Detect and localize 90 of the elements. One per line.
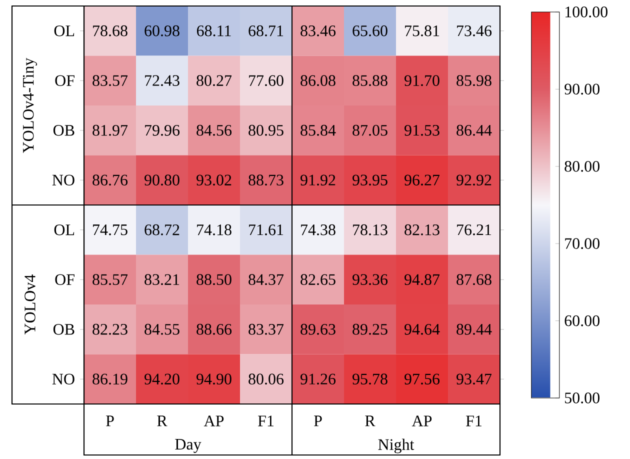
data-label: 85.57	[92, 274, 128, 286]
data-label: 93.47	[456, 374, 492, 385]
data-label: 83.46	[300, 25, 336, 36]
data-label: 79.96	[145, 124, 180, 136]
color-bar-label: 100.00	[565, 6, 608, 18]
x-tick-label: AP	[412, 416, 432, 426]
data-label: 76.21	[457, 224, 492, 236]
data-label: 94.20	[144, 374, 180, 385]
y-tick-label: NO	[52, 374, 74, 384]
data-label: 83.21	[144, 274, 180, 286]
data-label: 96.27	[404, 174, 440, 186]
data-label: 89.25	[352, 324, 388, 335]
data-label: 93.02	[196, 174, 232, 186]
data-label: 97.56	[404, 374, 440, 385]
color-bar-label: 70.00	[565, 238, 600, 250]
data-label: 88.73	[248, 174, 284, 186]
data-label: 65.60	[352, 25, 388, 36]
data-label: 84.56	[196, 124, 232, 136]
data-label: 77.60	[249, 75, 284, 86]
data-label: 83.37	[248, 324, 284, 335]
data-label: 84.55	[144, 324, 180, 335]
data-label: 74.18	[197, 224, 232, 236]
data-label: 82.13	[404, 224, 440, 236]
data-label: 86.44	[456, 124, 492, 136]
y-tick-label: OL	[54, 25, 74, 36]
data-label: 86.19	[92, 374, 128, 385]
x-tick-label: R	[365, 416, 376, 426]
text: Day	[175, 439, 202, 453]
data-label: 74.75	[93, 224, 128, 236]
color-bar-label: 50.00	[565, 392, 600, 404]
data-label: 73.46	[457, 25, 492, 36]
data-label: 80.95	[248, 124, 284, 136]
y-tick-label: NO	[52, 174, 74, 186]
data-label: 75.81	[405, 25, 440, 36]
data-label: 86.76	[92, 174, 128, 186]
data-label: 89.44	[456, 324, 492, 335]
data-label: 91.70	[404, 75, 440, 86]
color-bar-label: 60.00	[564, 315, 600, 326]
text: Night	[378, 438, 414, 454]
data-label: 88.50	[196, 274, 232, 286]
data-label: 74.38	[301, 224, 336, 236]
data-label: 93.36	[352, 274, 388, 286]
y-tick-label: OF	[55, 274, 74, 285]
data-label: 94.90	[196, 374, 232, 385]
data-label: 71.61	[249, 224, 284, 236]
data-label: 80.27	[196, 75, 232, 86]
y-tick-label: OF	[55, 75, 74, 86]
x-tick-label: P	[314, 416, 322, 426]
data-label: 92.92	[456, 174, 492, 186]
data-label: 84.37	[248, 274, 284, 286]
data-label: 83.57	[92, 75, 128, 86]
data-label: 68.11	[196, 25, 231, 36]
data-label: 78.68	[93, 25, 128, 36]
data-label: 87.05	[352, 124, 388, 136]
color-bar-label: 80.00	[564, 160, 600, 172]
data-label: 89.63	[300, 324, 336, 335]
data-label: 91.26	[300, 374, 336, 385]
x-tick-label: R	[157, 416, 168, 426]
data-label: 82.65	[300, 274, 336, 286]
text: YOLOv4	[24, 274, 36, 335]
data-label: 85.84	[300, 124, 336, 136]
data-label: 91.53	[404, 124, 440, 136]
data-label: 93.95	[352, 174, 388, 186]
data-label: 88.66	[196, 324, 232, 335]
data-label: 86.08	[300, 75, 336, 86]
x-tick-label: AP	[204, 416, 224, 426]
data-label: 68.72	[144, 224, 180, 236]
data-label: 85.88	[352, 75, 388, 86]
data-label: 78.13	[353, 224, 388, 236]
text: YOLOv4-Tiny	[22, 58, 38, 154]
x-tick-label: P	[106, 416, 114, 426]
y-tick-label: OL	[54, 224, 74, 236]
data-label: 60.98	[144, 25, 180, 36]
data-label: 81.97	[92, 124, 128, 136]
data-label: 90.80	[144, 174, 180, 186]
data-label: 72.43	[145, 75, 180, 86]
data-label: 80.06	[248, 374, 284, 385]
y-tick-label: OB	[53, 124, 74, 136]
data-label: 82.23	[92, 324, 128, 335]
data-label: 95.78	[352, 374, 388, 385]
color-bar-label: 90.00	[564, 84, 600, 95]
data-label: 87.68	[456, 274, 492, 286]
data-label: 94.87	[404, 274, 440, 286]
data-label: 68.71	[248, 25, 284, 36]
data-label: 85.98	[456, 75, 492, 86]
data-label: 94.64	[404, 324, 440, 335]
y-tick-label: OB	[53, 324, 74, 335]
data-label: 91.92	[300, 174, 336, 186]
x-tick-label: F1	[258, 416, 274, 426]
x-tick-label: F1	[466, 416, 482, 426]
